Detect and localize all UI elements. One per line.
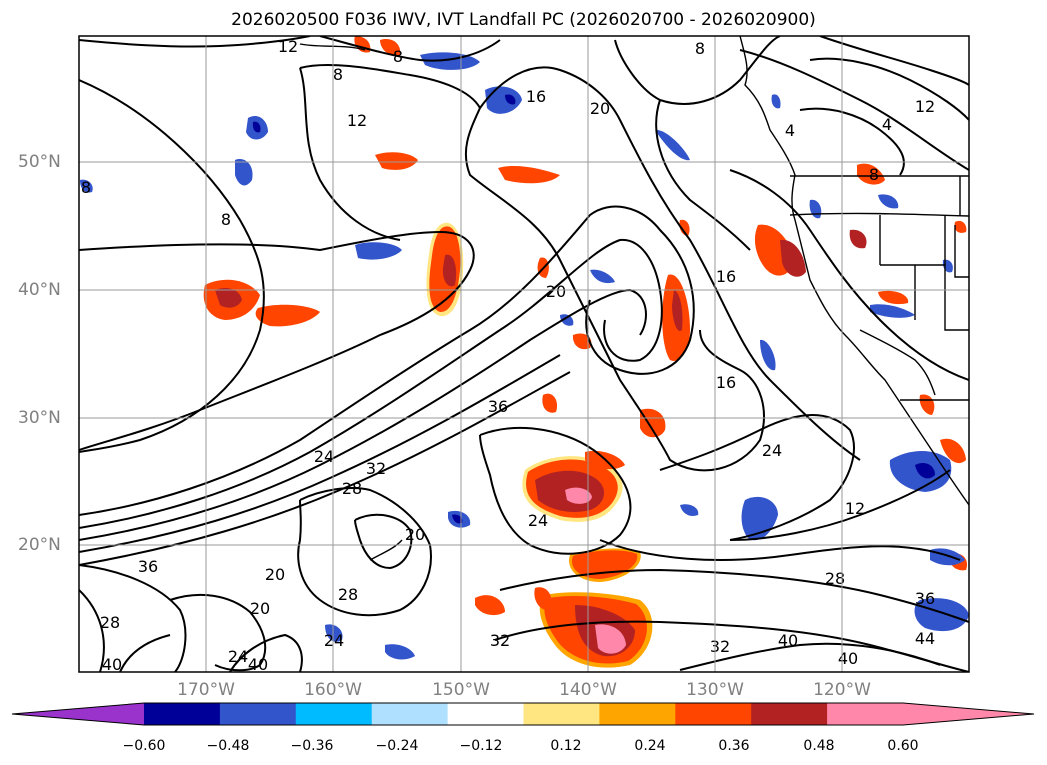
contour-label: 8 xyxy=(221,210,231,229)
lat-label-40n: 40°N xyxy=(18,280,61,300)
colorbar-bin xyxy=(219,703,297,725)
colorbar-tick: −0.36 xyxy=(290,738,334,754)
colorbar-bin xyxy=(523,703,600,725)
colorbar-under-arrow xyxy=(12,703,144,725)
lat-label-20n: 20°N xyxy=(18,535,61,555)
lon-label-130w: 130°W xyxy=(686,680,744,700)
contour-label: 32 xyxy=(710,637,730,656)
contour-label: 20 xyxy=(265,565,285,584)
contour-label: 12 xyxy=(347,111,367,130)
contour-label: 4 xyxy=(785,121,795,140)
lat-label-30n: 30°N xyxy=(18,408,61,428)
lon-label-120w: 120°W xyxy=(813,680,871,700)
contour-label: 20 xyxy=(590,99,610,118)
colorbar-tick: 0.36 xyxy=(718,738,750,754)
contour-label: 8 xyxy=(393,47,403,66)
colorbar-tick: 0.24 xyxy=(634,738,666,754)
lat-label-50n: 50°N xyxy=(18,152,61,172)
colorbar-tick: −0.12 xyxy=(459,738,503,754)
contour-label: 8 xyxy=(869,165,879,184)
contour-label: 44 xyxy=(915,629,935,648)
lon-label-170w: 170°W xyxy=(177,680,235,700)
contour-label: 4 xyxy=(882,115,892,134)
contour-label: 16 xyxy=(716,267,736,286)
lon-label-160w: 160°W xyxy=(304,680,362,700)
contour-label: 8 xyxy=(333,65,343,84)
colorbar-bin xyxy=(447,703,524,725)
contour-label: 24 xyxy=(228,647,248,666)
contour-label: 12 xyxy=(915,97,935,116)
colorbar-bin xyxy=(295,703,373,725)
contour-label: 24 xyxy=(762,441,782,460)
map-title: 2026020500 F036 IWV, IVT Landfall PC (20… xyxy=(231,10,816,30)
colorbar-outline xyxy=(11,702,1035,726)
contour-label: 8 xyxy=(695,39,705,58)
contour-label: 24 xyxy=(314,447,334,466)
contour-label: 20 xyxy=(250,599,270,618)
graticule xyxy=(79,36,969,672)
lon-label-140w: 140°W xyxy=(559,680,617,700)
contour-label: 12 xyxy=(278,37,298,56)
lon-label-150w: 150°W xyxy=(432,680,490,700)
contour-label: 24 xyxy=(528,511,548,530)
colorbar-tick: 0.48 xyxy=(803,738,835,754)
contour-label: 24 xyxy=(324,631,344,650)
colorbar-bin xyxy=(599,703,676,725)
contour-label: 32 xyxy=(490,631,510,650)
colorbar-tick: −0.48 xyxy=(206,738,250,754)
colorbar-tick: 0.12 xyxy=(550,738,582,754)
contour-label: 12 xyxy=(845,499,865,518)
contour-label: 36 xyxy=(488,397,508,416)
colorbar-bin xyxy=(144,703,221,725)
contour-label: 32 xyxy=(366,459,386,478)
colorbar-bins xyxy=(144,703,904,725)
contour-label: 28 xyxy=(100,613,120,632)
colorbar-tick: −0.60 xyxy=(122,738,166,754)
colorbar-bin xyxy=(751,703,828,725)
map-frame xyxy=(78,35,970,673)
coastlines xyxy=(299,36,969,561)
contour-label: 28 xyxy=(338,585,358,604)
colorbar-over-arrow xyxy=(903,703,1034,725)
contour-label: 40 xyxy=(778,631,798,650)
contour-label: 16 xyxy=(716,373,736,392)
iwv-contours xyxy=(79,36,969,672)
contour-label: 20 xyxy=(405,525,425,544)
colorbar-tick: 0.60 xyxy=(887,738,919,754)
contour-label: 16 xyxy=(526,87,546,106)
contour-label: 36 xyxy=(138,557,158,576)
map-area: 12 8 8 8 12 4 16 20 12 8 8 20 16 16 36 2… xyxy=(79,36,969,674)
colorbar-bin xyxy=(827,703,904,725)
contour-label: 36 xyxy=(915,589,935,608)
contour-label: 40 xyxy=(248,655,268,674)
colorbar xyxy=(11,702,1035,726)
colorbar-tick: −0.24 xyxy=(375,738,419,754)
contour-label: 28 xyxy=(825,569,845,588)
contour-label: 28 xyxy=(342,479,362,498)
contour-label: 8 xyxy=(81,178,91,197)
contour-label: 40 xyxy=(102,655,122,674)
colorbar-bin xyxy=(675,703,752,725)
contour-label: 40 xyxy=(838,649,858,668)
contour-label: 20 xyxy=(546,282,566,301)
colorbar-bin xyxy=(371,703,449,725)
